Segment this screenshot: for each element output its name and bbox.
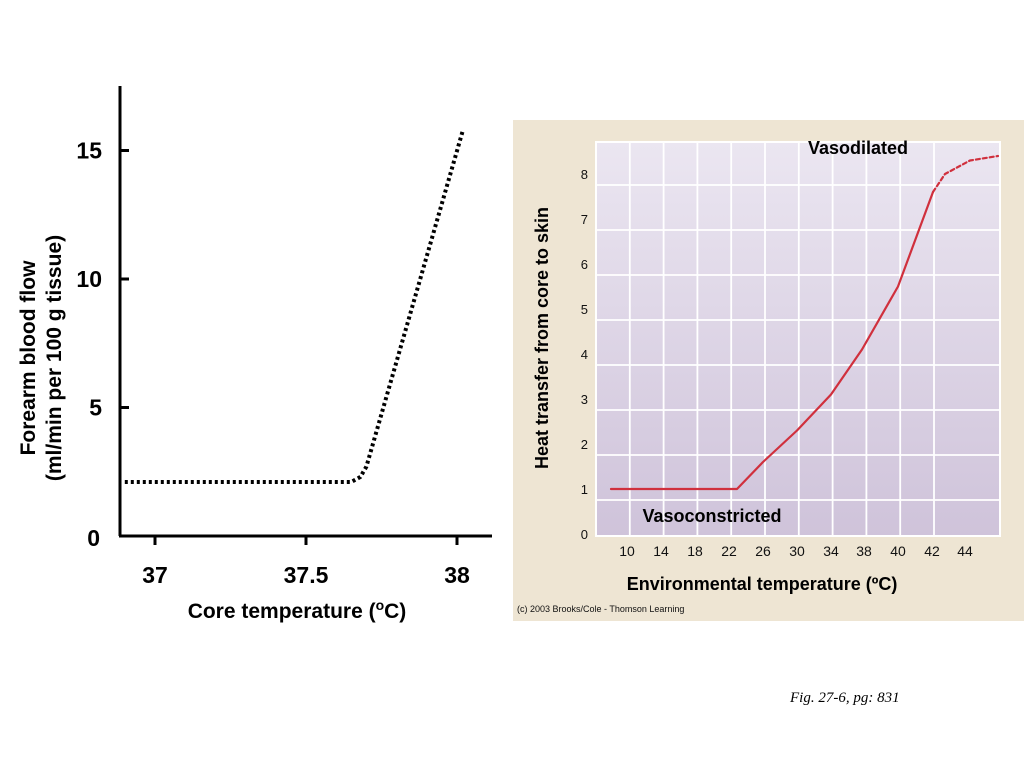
left-y-tick-label-5: 5 (89, 395, 102, 421)
right-grid (595, 141, 1001, 537)
right-series-solid (609, 190, 935, 491)
right-series (609, 154, 1000, 491)
right-x-tick-label-5: 30 (789, 543, 805, 559)
left-y-label-line1: Forearm blood flow (17, 260, 40, 456)
forearm-blood-flow-chart: 0 5 10 15 37 37.5 38 Core temperature (oC) For… (17, 86, 492, 623)
right-x-axis-label: Environmental temperature (ºC) (627, 574, 898, 594)
annotation-vasodilated: Vasodilated (808, 138, 908, 158)
right-y-tick-label-0: 0 (581, 527, 588, 542)
left-x-tick-label-0: 37 (142, 562, 168, 588)
right-x-tick-label-9: 42 (924, 543, 940, 559)
left-y-tick-label-10: 10 (76, 266, 102, 292)
right-y-tick-label-3: 3 (581, 392, 588, 407)
right-y-tick-label-7: 7 (581, 212, 588, 227)
annotation-vasoconstricted: Vasoconstricted (642, 506, 781, 526)
left-ticks: 0 5 10 15 37 37.5 38 (76, 138, 470, 589)
right-y-tick-label-1: 1 (581, 482, 588, 497)
right-y-tick-label-6: 6 (581, 257, 588, 272)
right-x-tick-label-1: 14 (653, 543, 669, 559)
left-x-tick-label-1: 37.5 (284, 562, 329, 588)
right-y-tick-label-5: 5 (581, 302, 588, 317)
left-axes (118, 86, 492, 538)
left-x-tick-label-2: 38 (444, 562, 470, 588)
right-x-tick-label-8: 40 (890, 543, 906, 559)
left-y-axis-label: Forearm blood flow (ml/min per 100 g tis… (17, 235, 66, 481)
left-y-label-line2: (ml/min per 100 g tissue) (43, 235, 66, 481)
copyright-notice: (c) 2003 Brooks/Cole - Thomson Learning (517, 604, 684, 614)
right-x-tick-label-10: 44 (957, 543, 973, 559)
right-plot-border (595, 141, 1001, 537)
right-y-axis-label: Heat transfer from core to skin (532, 207, 552, 469)
right-y-tick-label-4: 4 (581, 347, 588, 362)
right-x-tick-label-0: 10 (619, 543, 635, 559)
right-x-tick-label-3: 22 (721, 543, 737, 559)
right-x-tick-label-2: 18 (687, 543, 703, 559)
right-x-tick-label-7: 38 (856, 543, 872, 559)
right-series-dashed (931, 154, 1000, 194)
right-x-tick-label-4: 26 (755, 543, 771, 559)
right-y-tick-label-8: 8 (581, 167, 588, 182)
right-x-tick-label-6: 34 (823, 543, 839, 559)
left-y-tick-label-0: 0 (87, 525, 100, 551)
figure-caption: Fig. 27-6, pg: 831 (790, 690, 900, 706)
left-x-axis-label: Core temperature (oC) (188, 597, 407, 623)
left-series (124, 129, 465, 484)
left-series-line (124, 129, 465, 484)
right-y-tick-label-2: 2 (581, 437, 588, 452)
left-y-tick-label-15: 15 (76, 138, 102, 164)
